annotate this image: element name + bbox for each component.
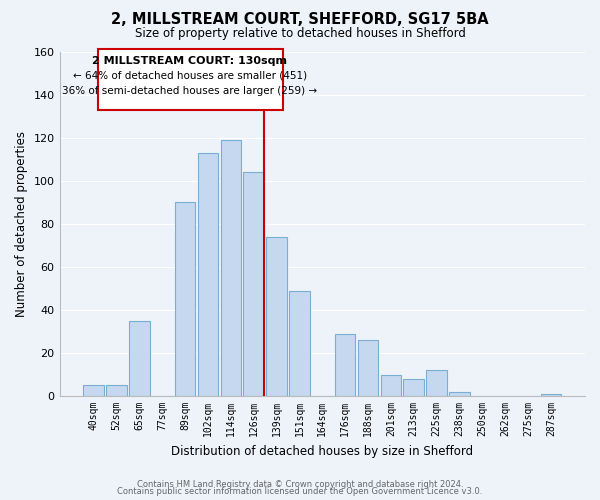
Bar — [426, 370, 447, 396]
Text: Size of property relative to detached houses in Shefford: Size of property relative to detached ho… — [134, 28, 466, 40]
FancyBboxPatch shape — [98, 48, 283, 110]
Bar — [175, 202, 196, 396]
Text: 36% of semi-detached houses are larger (259) →: 36% of semi-detached houses are larger (… — [62, 86, 317, 96]
Bar — [198, 152, 218, 396]
Bar — [244, 172, 264, 396]
Bar — [541, 394, 561, 396]
X-axis label: Distribution of detached houses by size in Shefford: Distribution of detached houses by size … — [171, 444, 473, 458]
Bar — [449, 392, 470, 396]
Bar — [335, 334, 355, 396]
Bar — [266, 236, 287, 396]
Y-axis label: Number of detached properties: Number of detached properties — [15, 131, 28, 317]
Text: Contains HM Land Registry data © Crown copyright and database right 2024.: Contains HM Land Registry data © Crown c… — [137, 480, 463, 489]
Bar — [221, 140, 241, 396]
Bar — [83, 386, 104, 396]
Text: 2, MILLSTREAM COURT, SHEFFORD, SG17 5BA: 2, MILLSTREAM COURT, SHEFFORD, SG17 5BA — [111, 12, 489, 28]
Bar — [129, 320, 150, 396]
Text: 2 MILLSTREAM COURT: 130sqm: 2 MILLSTREAM COURT: 130sqm — [92, 56, 287, 66]
Text: Contains public sector information licensed under the Open Government Licence v3: Contains public sector information licen… — [118, 487, 482, 496]
Bar — [403, 379, 424, 396]
Bar — [380, 374, 401, 396]
Bar — [106, 386, 127, 396]
Bar — [358, 340, 378, 396]
Text: ← 64% of detached houses are smaller (451): ← 64% of detached houses are smaller (45… — [73, 71, 307, 81]
Bar — [289, 290, 310, 396]
